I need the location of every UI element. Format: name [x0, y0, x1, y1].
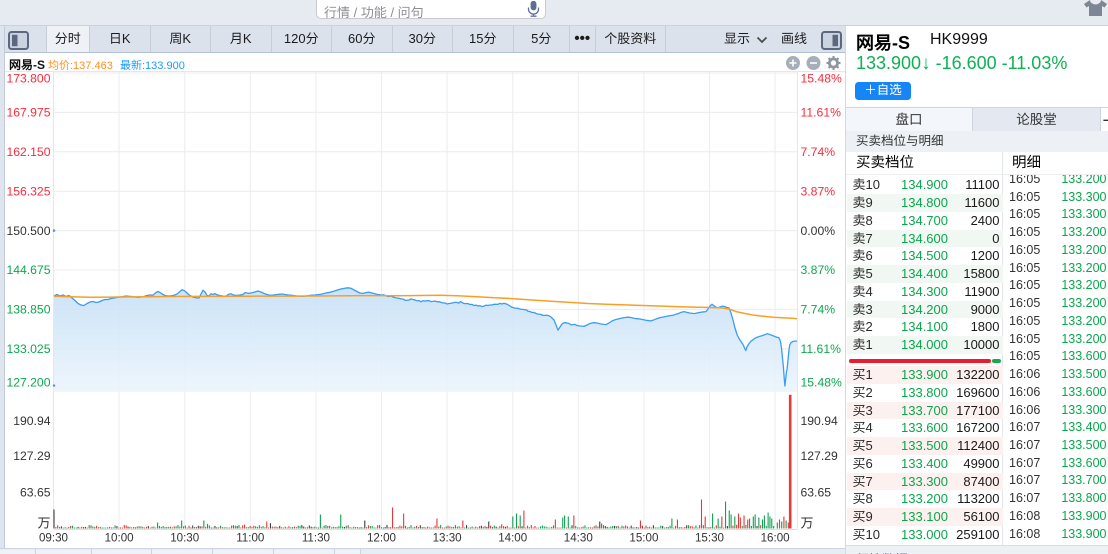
svg-text:万: 万	[801, 513, 814, 532]
svg-text:7.74%: 7.74%	[801, 303, 836, 317]
svg-text:10:30: 10:30	[170, 532, 199, 545]
svg-text:133.025: 133.025	[6, 342, 50, 356]
svg-text:173.800: 173.800	[6, 72, 50, 86]
svg-text:13:30: 13:30	[433, 532, 462, 545]
svg-text:127.29: 127.29	[13, 449, 50, 463]
svg-text:09:30: 09:30	[39, 532, 68, 545]
svg-text:162.150: 162.150	[6, 145, 50, 159]
svg-text:156.325: 156.325	[6, 184, 50, 198]
svg-text:11.61%: 11.61%	[801, 342, 842, 356]
svg-text:144.675: 144.675	[6, 263, 50, 277]
svg-text:150.500: 150.500	[6, 224, 50, 238]
svg-text:15.48%: 15.48%	[801, 72, 842, 86]
svg-text:15:30: 15:30	[695, 532, 724, 545]
svg-text:190.94: 190.94	[801, 414, 838, 428]
svg-text:16:00: 16:00	[761, 532, 790, 545]
svg-text:15.48%: 15.48%	[801, 376, 842, 390]
svg-text:3.87%: 3.87%	[801, 184, 836, 198]
svg-text:63.65: 63.65	[20, 486, 51, 500]
svg-text:11.61%: 11.61%	[801, 106, 842, 120]
svg-text:3.87%: 3.87%	[801, 263, 836, 277]
svg-text:0.00%: 0.00%	[801, 224, 836, 238]
svg-text:127.200: 127.200	[6, 376, 50, 390]
svg-text:167.975: 167.975	[6, 106, 50, 120]
svg-text:7.74%: 7.74%	[801, 145, 836, 159]
svg-text:11:00: 11:00	[236, 532, 264, 545]
svg-text:万: 万	[37, 513, 50, 532]
svg-text:138.850: 138.850	[6, 303, 50, 317]
svg-text:14:30: 14:30	[564, 532, 593, 545]
svg-text:63.65: 63.65	[801, 486, 832, 500]
svg-text:127.29: 127.29	[801, 449, 838, 463]
svg-text:10:00: 10:00	[105, 532, 134, 545]
svg-text:14:00: 14:00	[498, 532, 527, 545]
svg-text:12:00: 12:00	[367, 532, 396, 545]
svg-text:15:00: 15:00	[629, 532, 658, 545]
svg-text:11:30: 11:30	[302, 532, 330, 545]
svg-text:190.94: 190.94	[13, 414, 50, 428]
